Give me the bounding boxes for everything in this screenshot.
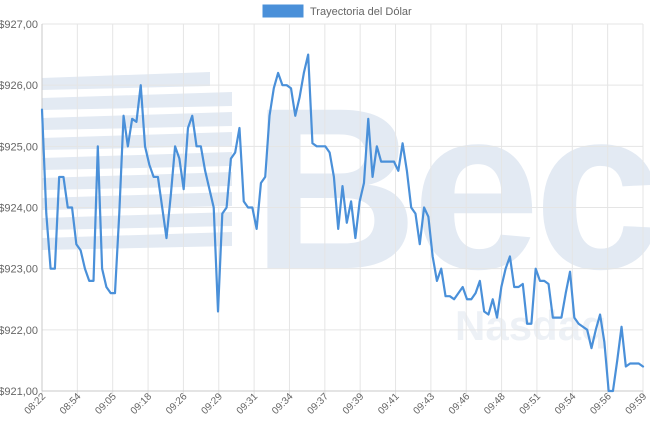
watermark-text: Bec <box>252 60 650 317</box>
x-tick-label: 09:34 <box>270 391 296 417</box>
x-tick-label: 09:48 <box>482 391 508 417</box>
y-tick-label: $922,00 <box>0 325 38 337</box>
series-line <box>40 53 645 393</box>
axes <box>41 24 643 392</box>
x-tick-label: 09:26 <box>164 391 190 417</box>
watermark-logo: Bec Nasdaq <box>42 60 650 349</box>
y-tick-label: $923,00 <box>0 264 38 276</box>
x-tick-label: 09:46 <box>447 391 473 417</box>
y-axis-ticks: $927,00 $926,00 $925,00 $924,00 $923,00 $922,… <box>0 19 38 398</box>
x-tick-label: 09:31 <box>235 391 261 417</box>
series <box>40 53 645 393</box>
legend-label: Trayectoria del Dólar <box>310 6 412 18</box>
x-tick-label: 09:59 <box>624 391 650 417</box>
watermark-stripes-icon <box>42 72 232 250</box>
x-tick-label: 09:29 <box>199 391 225 417</box>
watermark-tagline: Nasdaq <box>455 302 607 349</box>
x-tick-label: 09:05 <box>93 391 119 417</box>
legend[interactable]: Trayectoria del Dólar <box>262 4 412 18</box>
x-tick-label: 09:18 <box>129 391 155 417</box>
y-tick-label: $926,00 <box>0 80 38 92</box>
x-axis-ticks: 08:22 08:54 09:05 09:18 09:26 09:29 09:31 09:34… <box>23 391 650 417</box>
x-tick-label: 09:51 <box>518 391 544 417</box>
x-tick-label: 09:54 <box>553 391 579 417</box>
x-tick-label: 09:56 <box>588 391 614 417</box>
x-tick-label: 09:39 <box>341 391 367 417</box>
y-tick-label: $927,00 <box>0 19 38 31</box>
x-tick-label: 09:41 <box>376 391 402 417</box>
x-tick-label: 08:54 <box>58 391 84 417</box>
x-tick-label: 09:37 <box>305 391 331 417</box>
x-tick-label: 09:43 <box>412 391 438 417</box>
y-tick-label: $921,00 <box>0 386 38 398</box>
legend-swatch <box>262 4 304 18</box>
y-tick-label: $925,00 <box>0 141 38 153</box>
y-tick-label: $924,00 <box>0 203 38 215</box>
